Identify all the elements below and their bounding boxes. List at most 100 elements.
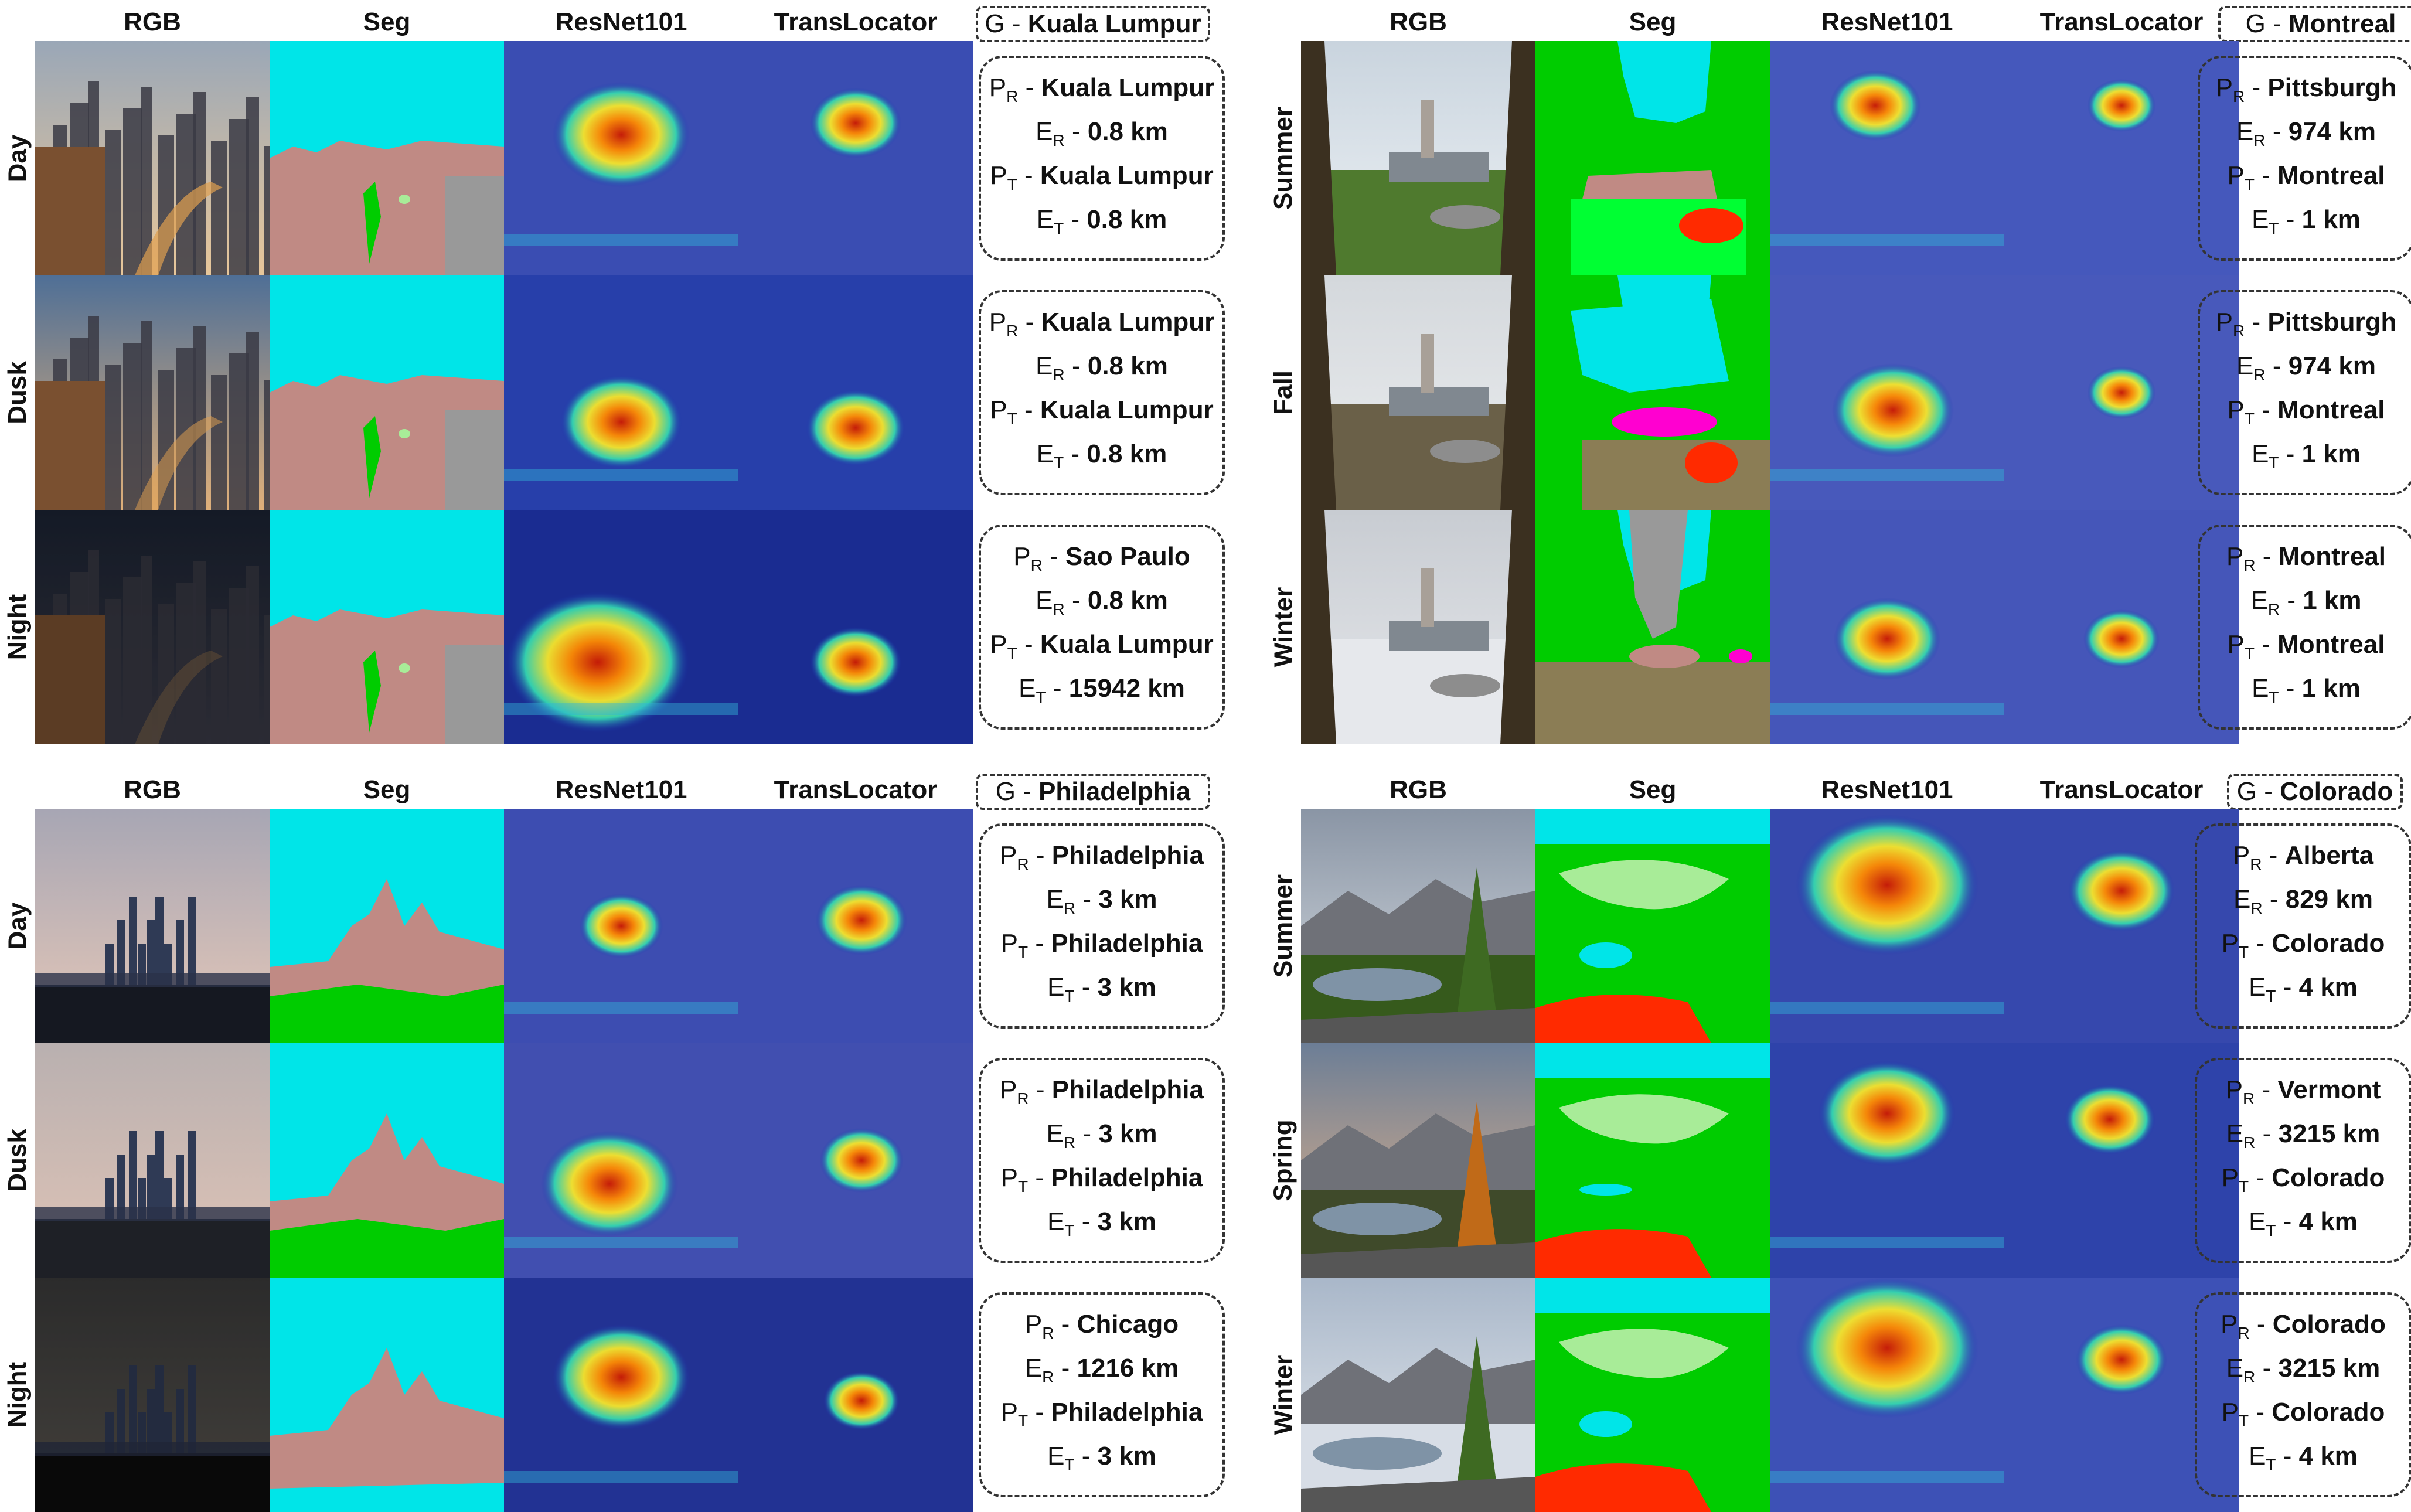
column-header-resnet: ResNet101 — [555, 8, 687, 36]
error-resnet-subscript: R — [2267, 600, 2280, 618]
error-translocator-line: ET - 0.8 km — [1037, 202, 1167, 246]
row-label-text: Dusk — [3, 361, 32, 424]
resnet-heatmap — [504, 809, 738, 1043]
pred-translocator-value: Philadelphia — [1051, 1163, 1203, 1192]
resnet-heatmap — [1770, 41, 2004, 275]
error-resnet-line: ER - 0.8 km — [1036, 349, 1168, 393]
error-translocator-line: ET - 4 km — [2249, 1439, 2358, 1483]
error-translocator-line: ET - 1 km — [2252, 437, 2361, 481]
pred-translocator-line: PT - Philadelphia — [1001, 1160, 1203, 1204]
error-resnet-line: ER - 974 km — [2236, 349, 2376, 393]
prediction-box: PR - Sao Paulo ER - 0.8 km PT - Kuala Lump… — [979, 525, 1225, 730]
rgb-image — [35, 809, 270, 1043]
pred-resnet-separator: - — [1029, 1075, 1052, 1105]
pred-resnet-symbol: P — [2221, 1310, 2238, 1339]
error-resnet-line: ER - 829 km — [2233, 882, 2373, 926]
error-resnet-subscript: R — [1063, 1133, 1076, 1152]
error-translocator-subscript: T — [1036, 687, 1046, 706]
prediction-box: PR - Kuala Lumpur ER - 0.8 km PT - Kuala L… — [979, 56, 1225, 261]
error-resnet-subscript: R — [2250, 899, 2263, 917]
error-translocator-separator: - — [2276, 972, 2299, 1002]
row-label-text: Day — [3, 134, 32, 182]
pred-translocator-subscript: T — [1007, 175, 1017, 193]
error-translocator-subscript: T — [2269, 219, 2279, 237]
error-translocator-line: ET - 0.8 km — [1037, 437, 1167, 481]
pred-resnet-symbol: P — [989, 73, 1007, 103]
error-translocator-symbol: E — [1047, 1207, 1065, 1236]
pred-resnet-subscript: R — [2233, 87, 2245, 106]
pred-translocator-separator: - — [2249, 1398, 2272, 1426]
row-label: Spring — [1266, 1043, 1301, 1278]
rgb-image — [1301, 41, 1535, 275]
translocator-heatmap — [738, 809, 973, 1043]
error-translocator-separator: - — [2279, 439, 2302, 468]
error-translocator-line: ET - 15942 km — [1019, 671, 1185, 715]
error-resnet-value: 0.8 km — [1087, 586, 1168, 615]
pred-translocator-symbol: P — [2221, 1398, 2239, 1426]
error-translocator-subscript: T — [1054, 453, 1064, 472]
error-translocator-separator: - — [1064, 205, 1087, 234]
row-label: Night — [0, 510, 35, 744]
prediction-box: PR - Kuala Lumpur ER - 0.8 km PT - Kuala L… — [979, 290, 1225, 495]
segmentation-map — [1535, 1278, 1770, 1512]
pred-translocator-subscript: T — [2239, 942, 2249, 961]
error-translocator-line: ET - 1 km — [2252, 202, 2361, 246]
error-resnet-symbol: E — [2226, 1354, 2244, 1383]
pred-translocator-subscript: T — [1017, 942, 1029, 961]
error-resnet-symbol: E — [2233, 885, 2251, 914]
pred-translocator-value: Philadelphia — [1051, 929, 1203, 958]
column-header-translocator: TransLocator — [2039, 775, 2204, 804]
error-translocator-value: 4 km — [2298, 972, 2358, 1002]
error-translocator-line: ET - 3 km — [1047, 970, 1156, 1014]
pred-resnet-value: Sao Paulo — [1065, 542, 1190, 571]
error-resnet-separator: - — [1075, 885, 1099, 914]
segmentation-map — [270, 1278, 504, 1512]
pred-resnet-value: Philadelphia — [1051, 1075, 1204, 1105]
row-label-text: Night — [3, 594, 32, 660]
error-resnet-symbol: E — [1046, 885, 1064, 914]
error-translocator-separator: - — [2279, 205, 2302, 234]
error-resnet-symbol: E — [1024, 1354, 1043, 1383]
pred-resnet-separator: - — [1018, 308, 1041, 337]
row-label-text: Spring — [1269, 1119, 1298, 1201]
prediction-box: PR - Philadelphia ER - 3 km PT - Philadelp… — [979, 823, 1225, 1029]
error-translocator-separator: - — [2279, 673, 2302, 703]
pred-resnet-line: PR - Philadelphia — [1000, 1072, 1204, 1116]
pred-resnet-symbol: P — [1000, 1075, 1017, 1105]
column-header-rgb: RGB — [1390, 775, 1447, 804]
pred-translocator-subscript: T — [1007, 643, 1017, 662]
error-translocator-separator: - — [1046, 673, 1069, 703]
translocator-heatmap — [738, 1043, 973, 1278]
pred-resnet-subscript: R — [2238, 1324, 2250, 1343]
pred-resnet-line: PR - Philadelphia — [1000, 838, 1204, 882]
error-translocator-symbol: E — [1019, 673, 1036, 703]
pred-resnet-line: PR - Pittsburgh — [2216, 305, 2397, 349]
pred-resnet-value: Alberta — [2284, 841, 2374, 870]
column-header-seg: Seg — [1629, 775, 1677, 804]
segmentation-map — [270, 275, 504, 510]
error-translocator-value: 3 km — [1097, 972, 1156, 1002]
column-header-rgb: RGB — [124, 775, 181, 804]
pred-resnet-separator: - — [2255, 1075, 2278, 1105]
pred-resnet-symbol: P — [1024, 1310, 1043, 1339]
error-translocator-value: 3 km — [1097, 1207, 1156, 1236]
error-resnet-symbol: E — [1046, 1119, 1064, 1149]
error-translocator-subscript: T — [2266, 1455, 2276, 1474]
row-label: Day — [0, 809, 35, 1043]
pred-translocator-symbol: P — [1000, 1398, 1018, 1426]
row-label: Summer — [1266, 41, 1301, 275]
error-resnet-symbol: E — [1036, 352, 1053, 381]
pred-translocator-line: PT - Montreal — [2228, 627, 2385, 671]
error-translocator-separator: - — [1074, 1441, 1098, 1470]
pred-resnet-value: Philadelphia — [1051, 841, 1204, 870]
pred-translocator-subscript: T — [2244, 409, 2255, 428]
error-resnet-value: 1 km — [2303, 586, 2362, 615]
translocator-heatmap — [738, 1278, 973, 1512]
pred-translocator-separator: - — [2249, 929, 2272, 958]
pred-translocator-symbol: P — [990, 161, 1007, 190]
rgb-image — [1301, 1278, 1535, 1512]
pred-resnet-value: Kuala Lumpur — [1041, 308, 1215, 337]
resnet-heatmap — [504, 41, 738, 275]
translocator-heatmap — [2004, 1043, 2239, 1278]
error-translocator-separator: - — [2276, 1441, 2299, 1470]
